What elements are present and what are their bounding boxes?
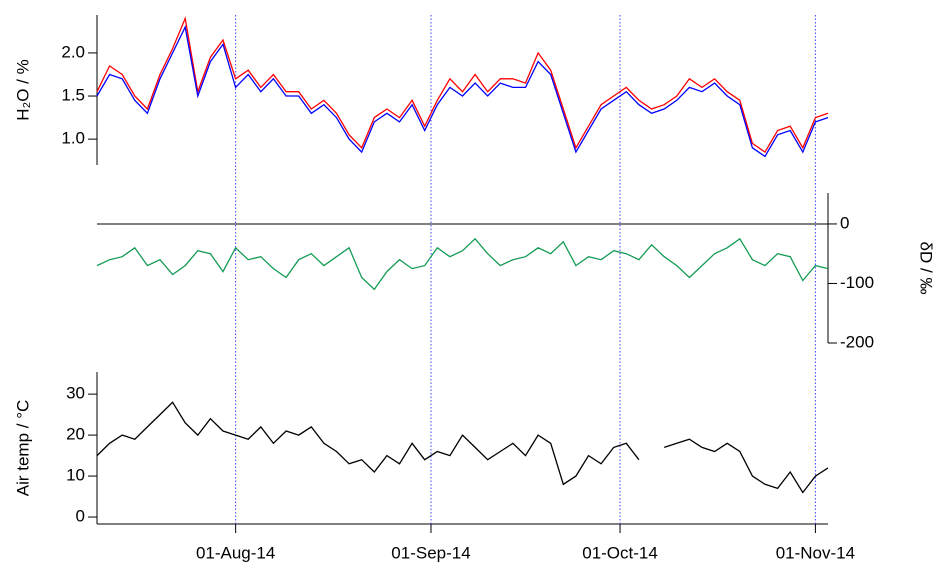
y-tick-label: -200 bbox=[840, 332, 874, 351]
series-line bbox=[96, 16, 829, 154]
x-tick-label: 01-Sep-14 bbox=[391, 543, 470, 562]
series-line bbox=[96, 25, 829, 158]
y-tick-label: 1.5 bbox=[61, 86, 85, 105]
y-axis-label: H₂O / % bbox=[13, 59, 32, 120]
y-tick-label: 30 bbox=[66, 384, 85, 403]
y-tick-label: -100 bbox=[840, 273, 874, 292]
x-tick-label: 01-Nov-14 bbox=[776, 543, 855, 562]
y-axis-label: δD / ‰ bbox=[917, 242, 936, 295]
x-tick-label: 01-Oct-14 bbox=[582, 543, 658, 562]
y-tick-label: 1.0 bbox=[61, 129, 85, 148]
series-line bbox=[96, 237, 829, 291]
x-tick-label: 01-Aug-14 bbox=[196, 543, 275, 562]
series-line bbox=[96, 401, 829, 494]
y-tick-label: 20 bbox=[66, 425, 85, 444]
y-tick-label: 2.0 bbox=[61, 42, 85, 61]
y-tick-label: 0 bbox=[76, 507, 85, 526]
y-tick-label: 0 bbox=[840, 213, 849, 232]
y-tick-label: 10 bbox=[66, 466, 85, 485]
y-axis-label: Air temp / °C bbox=[13, 400, 32, 497]
